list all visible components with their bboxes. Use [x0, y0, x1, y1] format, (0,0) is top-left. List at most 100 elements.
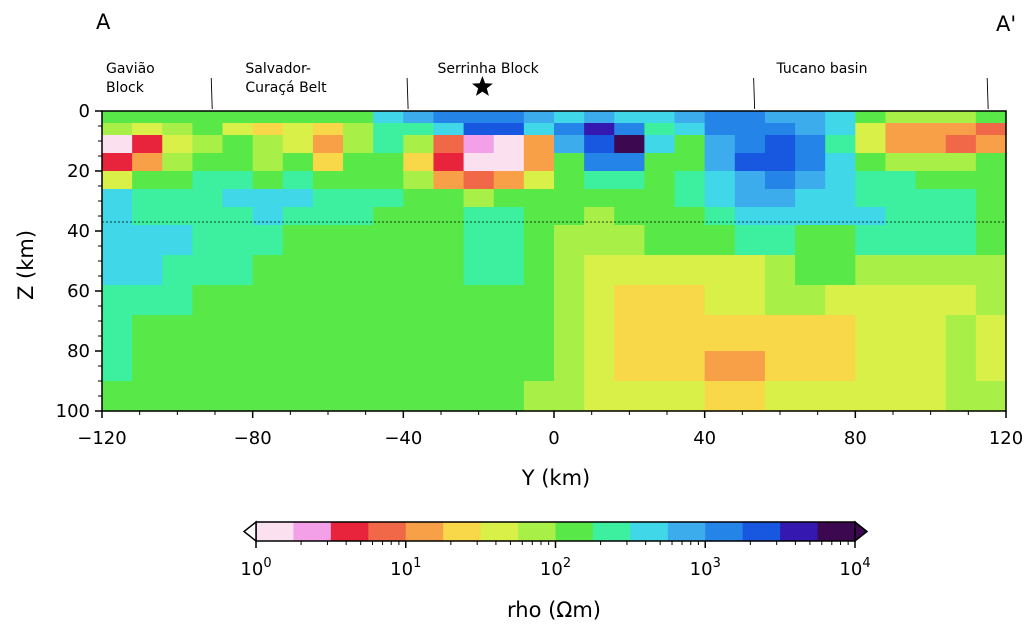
heatmap-cell — [433, 171, 465, 190]
heatmap-cell — [162, 285, 193, 316]
heatmap-cell — [132, 207, 163, 226]
heatmap-cell — [493, 207, 525, 226]
heatmap-cell — [102, 225, 133, 256]
heatmap-cell — [855, 285, 887, 316]
heatmap-cell — [343, 171, 374, 190]
heatmap-cell — [945, 285, 977, 316]
heatmap-cell — [192, 123, 224, 136]
geology-boundary-ticks — [210, 77, 989, 110]
heatmap-cell — [584, 123, 615, 136]
heatmap-cell — [795, 225, 826, 256]
x-axis: −120 −80 −40 0 40 80 120 — [77, 411, 1023, 449]
colorbar-swatch — [443, 522, 482, 541]
boundary-tick — [210, 77, 213, 110]
heatmap-cell — [222, 135, 254, 154]
heatmap-cell — [674, 315, 706, 352]
heatmap-cell — [162, 153, 193, 172]
heatmap-cell — [373, 111, 404, 124]
colorbar-swatch — [742, 522, 781, 541]
heatmap-cell — [644, 381, 676, 412]
heatmap-cell — [403, 111, 435, 124]
heatmap-cell — [795, 315, 826, 352]
heatmap-cell — [915, 111, 947, 124]
heatmap-cell — [162, 111, 193, 124]
heatmap-cell — [584, 315, 615, 352]
heatmap-cell — [614, 111, 645, 124]
colorbar-label: rho (Ωm) — [507, 598, 601, 622]
heatmap-cell — [584, 135, 615, 154]
heatmap-cell — [554, 225, 585, 256]
heatmap-cell — [132, 111, 163, 124]
heatmap-cell — [855, 171, 887, 190]
heatmap-cell — [644, 351, 676, 382]
heatmap-cell — [463, 285, 495, 316]
heatmap-cell — [915, 315, 947, 352]
heatmap-cell — [192, 351, 224, 382]
heatmap-cell — [915, 135, 947, 154]
heatmap-cell — [343, 225, 374, 256]
section-start-label: A — [96, 10, 111, 34]
heatmap-cell — [614, 225, 645, 256]
heatmap-cell — [403, 135, 435, 154]
heatmap-cell — [855, 123, 887, 136]
heatmap-cell — [825, 225, 856, 256]
heatmap-cell — [825, 207, 856, 226]
heatmap-cell — [945, 225, 977, 256]
heatmap-cell — [614, 135, 645, 154]
heatmap-cell — [162, 381, 193, 412]
heatmap-cell — [162, 225, 193, 256]
heatmap-cell — [252, 315, 284, 352]
heatmap-cell — [403, 381, 435, 412]
heatmap-cell — [554, 315, 585, 352]
geology-label-line: Block — [106, 80, 145, 96]
heatmap-cell — [222, 123, 254, 136]
heatmap-cell — [102, 135, 133, 154]
y-tick-label: 20 — [67, 161, 90, 182]
heatmap-cell — [855, 381, 887, 412]
heatmap-cell — [584, 189, 615, 208]
heatmap-cell — [192, 255, 224, 286]
x-tick-label: 40 — [693, 428, 716, 449]
heatmap-cell — [463, 351, 495, 382]
heatmap-cell — [463, 225, 495, 256]
heatmap-cell — [312, 171, 344, 190]
heatmap-cell — [795, 207, 826, 226]
heatmap-cell — [312, 315, 344, 352]
heatmap-cell — [493, 351, 525, 382]
heatmap-cell — [523, 123, 555, 136]
heatmap-cell — [825, 351, 856, 382]
heatmap-cell — [433, 153, 465, 172]
section-end-label: A' — [996, 12, 1016, 36]
x-tick-label: −120 — [77, 428, 126, 449]
heatmap-cell — [825, 135, 856, 154]
heatmap-cell — [252, 153, 284, 172]
heatmap-cell — [463, 171, 495, 190]
heatmap-cell — [855, 351, 887, 382]
heatmap-cell — [644, 189, 676, 208]
heatmap-cell — [433, 351, 465, 382]
heatmap-cell — [674, 111, 706, 124]
heatmap-cell — [825, 381, 856, 412]
heatmap-cell — [644, 255, 676, 286]
heatmap-cell — [975, 111, 1007, 124]
heatmap-cell — [975, 153, 1007, 172]
heatmap-cell — [554, 135, 585, 154]
heatmap-cell — [614, 315, 645, 352]
heatmap-cell — [252, 351, 284, 382]
heatmap-cell — [403, 315, 435, 352]
heatmap-cell — [222, 381, 254, 412]
heatmap-cell — [945, 207, 977, 226]
colorbar — [242, 520, 869, 543]
heatmap-cell — [192, 135, 224, 154]
heatmap-cell — [764, 171, 796, 190]
heatmap-cell — [614, 123, 645, 136]
heatmap-cell — [764, 207, 796, 226]
heatmap-cell — [433, 135, 465, 154]
boundary-tick — [986, 77, 989, 110]
colorbar-tick-label: 103 — [690, 556, 721, 580]
colorbar-swatch — [592, 522, 631, 541]
heatmap-cell — [162, 171, 193, 190]
heatmap-cell — [373, 255, 404, 286]
heatmap-cell — [915, 153, 947, 172]
y-tick-label: 60 — [67, 281, 90, 302]
